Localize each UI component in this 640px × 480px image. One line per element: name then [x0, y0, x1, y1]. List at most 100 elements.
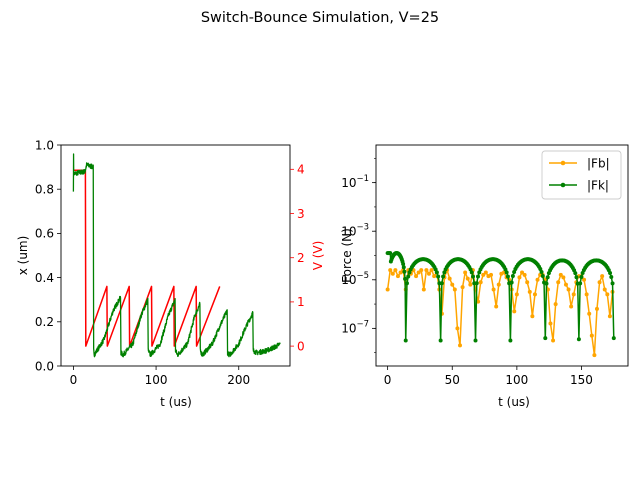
y2-tick-label: 1 [297, 295, 305, 309]
fb-series-marker [426, 271, 431, 276]
fb-series-marker [481, 272, 486, 277]
fk-series-marker [442, 270, 447, 275]
fb-series-marker [558, 272, 563, 277]
fb-series-marker [468, 282, 473, 287]
fk-series-marker [403, 276, 408, 281]
left-y-ticks: 0.0 0.2 0.4 0.6 0.8 1.0 [35, 138, 61, 373]
fb-series-marker [429, 268, 434, 273]
figure-title: Switch-Bounce Simulation, V=25 [201, 10, 439, 26]
fb-series-marker [478, 280, 483, 285]
fb-series-marker [582, 277, 587, 282]
legend-marker-fk [560, 182, 566, 188]
fb-series-marker [452, 287, 457, 292]
fk-series-marker [544, 281, 549, 286]
y-tick-label: 10−3 [341, 223, 369, 239]
fk-series-marker [609, 274, 614, 279]
fb-series-marker [566, 287, 571, 292]
fb-series-marker [530, 314, 535, 319]
right-y-axis-label: V (V) [311, 241, 325, 271]
fb-series-marker [512, 309, 517, 314]
fb-series-marker [605, 292, 610, 297]
fk-series-marker [545, 275, 550, 280]
fb-series-marker [569, 304, 574, 309]
fb-series-marker [465, 276, 470, 281]
fk-series-marker [407, 270, 412, 275]
fb-series-marker [602, 287, 607, 292]
fb-series-marker [398, 270, 403, 275]
fk-series-marker [573, 271, 578, 276]
fk-series-marker [402, 269, 407, 274]
fk-series-marker [508, 338, 513, 343]
fb-series-marker [563, 282, 568, 287]
y-tick-label: 0.8 [35, 183, 54, 197]
fk-series-marker [438, 338, 443, 343]
right-plot-series [385, 251, 616, 358]
legend-label-fk: |Fk| [587, 179, 609, 193]
y-tick-label: 0.6 [35, 227, 54, 241]
right-axis-ticks: 0 1 2 3 4 [290, 163, 305, 353]
fb-series-marker [460, 285, 465, 290]
x-tick-label: 50 [445, 373, 460, 387]
x-tick-label: 100 [505, 373, 528, 387]
fk-series-marker [540, 274, 545, 279]
fb-series-marker [597, 280, 602, 285]
fb-series-marker [607, 314, 612, 319]
fb-series-marker [455, 326, 460, 331]
y-tick-label: 10−1 [341, 174, 369, 190]
fk-series-marker [476, 274, 480, 279]
fk-series-marker [441, 274, 446, 279]
fk-series-marker [388, 251, 393, 256]
fk-series-marker [576, 337, 581, 342]
fb-series-marker [556, 280, 561, 285]
fb-series-marker [561, 275, 566, 280]
y-tick-label: 1.0 [35, 138, 54, 152]
fk-series-marker [509, 280, 514, 285]
fb-series-marker [584, 292, 589, 297]
fb-series-marker [589, 333, 594, 338]
legend-entry-fk: |Fk| [549, 179, 609, 193]
fk-series-marker [401, 265, 406, 270]
fb-series-marker [548, 321, 553, 326]
fb-series-marker [522, 272, 527, 277]
fb-series-marker [491, 287, 496, 292]
fk-series-marker [574, 275, 579, 280]
fk-series-marker [468, 267, 473, 272]
fb-series-marker [393, 268, 398, 273]
fb-series-marker [592, 353, 597, 358]
fb-series-marker [458, 343, 462, 348]
y-tick-label: 0.0 [35, 359, 54, 373]
fb-series-marker [385, 287, 390, 292]
fk-series-marker [474, 281, 479, 286]
fk-series-marker [403, 338, 408, 343]
left-plot-series [72, 153, 281, 358]
fk-series-marker [611, 336, 616, 341]
fb-series-marker [535, 277, 540, 282]
fk-series-marker [503, 267, 508, 272]
y2-tick-label: 0 [297, 339, 305, 353]
fb-series-marker [571, 292, 576, 297]
fk-series-marker [404, 281, 409, 286]
y2-tick-label: 3 [297, 207, 305, 221]
fb-series-marker [525, 280, 530, 285]
fk-series-marker [439, 281, 444, 286]
y-tick-label: 0.4 [35, 271, 54, 285]
fb-series-marker [600, 274, 605, 279]
fb-series-marker [494, 304, 499, 309]
y-tick-label: 10−7 [341, 320, 369, 336]
fk-series-marker [436, 274, 441, 279]
fb-series-marker [553, 302, 558, 307]
left-y-axis-label: x (um) [16, 236, 30, 276]
fb-series-marker [395, 274, 400, 279]
fb-series-marker [463, 270, 468, 275]
fk-series-marker [608, 270, 613, 275]
fk-series-marker [406, 274, 411, 279]
legend-label-fb: |Fb| [587, 157, 610, 171]
fk-series-marker [433, 267, 438, 272]
fk-series-marker [610, 281, 615, 286]
y-tick-label: 10−5 [341, 271, 369, 287]
fb-series-line [386, 269, 614, 356]
fk-series-marker [434, 270, 439, 275]
fb-series-marker [532, 292, 537, 297]
